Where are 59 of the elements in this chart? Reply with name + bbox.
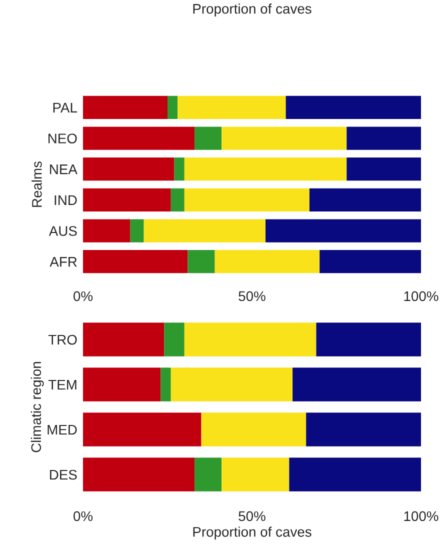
bar: [174, 158, 184, 181]
bar: [194, 458, 222, 492]
bar: [306, 412, 421, 446]
bar: [222, 126, 347, 150]
bar: [178, 96, 286, 119]
bar: [346, 158, 421, 181]
bar: [83, 188, 171, 212]
bar: [292, 368, 421, 402]
bar: [184, 188, 310, 212]
bar: [170, 368, 293, 402]
y-tick-label: NEO: [48, 134, 77, 144]
y-axis-title: Realms: [32, 161, 42, 207]
y-tick-label: AFR: [50, 257, 77, 267]
bar: [83, 458, 195, 492]
bar: [144, 219, 266, 242]
bar: [83, 219, 130, 242]
y-tick-label: PAL: [53, 102, 77, 112]
x-tick-label: 100%: [404, 291, 438, 302]
x-tick-label: 50%: [238, 511, 266, 522]
bar: [188, 250, 215, 274]
bar: [286, 96, 421, 119]
bar: [201, 412, 306, 446]
y-axis-title: Climatic region: [30, 362, 44, 452]
bar: [194, 126, 222, 150]
y-tick-label: IND: [54, 195, 77, 205]
x-axis-title: Proportion of caves: [193, 526, 312, 540]
bar: [289, 458, 421, 492]
bar: [83, 96, 168, 119]
y-tick-label: MED: [48, 424, 77, 435]
bar: [222, 458, 290, 492]
text: Proportion of caves: [193, 4, 312, 16]
bar: [214, 250, 320, 274]
bar: [83, 412, 202, 446]
y-tick-label: NEA: [50, 164, 78, 174]
bar: [83, 250, 188, 274]
bar: [309, 188, 421, 212]
x-tick-label: 0%: [74, 511, 93, 522]
bar: [168, 96, 178, 119]
y-tick-label: TRO: [48, 334, 77, 345]
bar: [266, 219, 421, 242]
y-tick-label: DES: [50, 470, 77, 480]
x-tick-label: 0%: [74, 291, 93, 302]
bar: [170, 188, 184, 212]
bar: [320, 250, 421, 274]
bar: [346, 126, 421, 150]
bar: [83, 158, 174, 181]
y-tick-label: TEM: [48, 380, 76, 390]
bar: [83, 322, 164, 356]
bar: [83, 368, 161, 402]
bar: [130, 219, 144, 242]
bar: [184, 322, 316, 356]
bar: [316, 322, 421, 356]
x-tick-label: 50%: [238, 291, 266, 302]
bar: [160, 368, 171, 402]
bar: [164, 322, 184, 356]
x-tick-label: 100%: [404, 511, 438, 522]
y-tick-label: AUS: [48, 226, 77, 236]
bar: [184, 158, 347, 181]
bar: [83, 126, 195, 150]
